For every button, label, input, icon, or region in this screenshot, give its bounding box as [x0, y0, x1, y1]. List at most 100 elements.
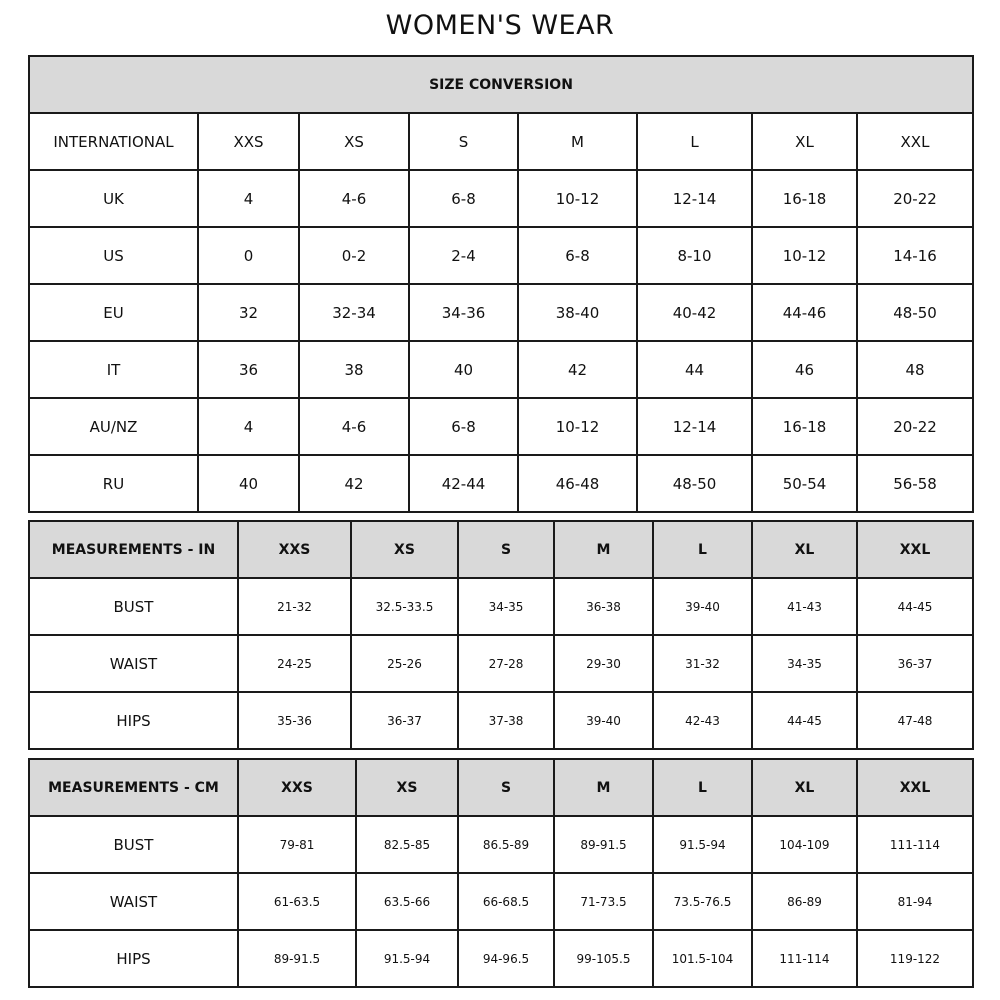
column-header: L	[652, 520, 753, 579]
table-cell: 37-38	[457, 691, 555, 750]
table-cell: 47-48	[856, 691, 974, 750]
row-label: US	[28, 226, 199, 285]
table-cell: 34-35	[751, 634, 858, 693]
table-cell: 44	[636, 340, 753, 399]
column-header: M	[553, 758, 654, 817]
table-row: RU 40 42 42-44 46-48 48-50 50-54 56-58	[28, 454, 974, 513]
table-cell: 16-18	[751, 397, 858, 456]
table-cell: 32-34	[298, 283, 410, 342]
table-cell: 48	[856, 340, 974, 399]
table-cell: 89-91.5	[237, 929, 357, 988]
table-cell: 25-26	[350, 634, 459, 693]
table-cell: 38-40	[517, 283, 638, 342]
table-cell: 32	[197, 283, 300, 342]
table-cell: 4	[197, 397, 300, 456]
table-cell: 27-28	[457, 634, 555, 693]
row-label: RU	[28, 454, 199, 513]
column-header: XXS	[237, 520, 352, 579]
row-label: EU	[28, 283, 199, 342]
table-cell: 36-38	[553, 577, 654, 636]
table-cell: 32.5-33.5	[350, 577, 459, 636]
row-label: IT	[28, 340, 199, 399]
table-cell: 20-22	[856, 169, 974, 228]
table-cell: 46-48	[517, 454, 638, 513]
column-header: S	[457, 758, 555, 817]
row-label: WAIST	[28, 872, 239, 931]
table-cell: 39-40	[652, 577, 753, 636]
row-header-label: MEASUREMENTS - IN	[28, 520, 239, 579]
table-row: IT 36 38 40 42 44 46 48	[28, 340, 974, 399]
table-cell: 2-4	[408, 226, 519, 285]
row-label: HIPS	[28, 929, 239, 988]
page-title: WOMEN'S WEAR	[385, 10, 615, 41]
table-cell: 82.5-85	[355, 815, 459, 874]
table-cell: 34-36	[408, 283, 519, 342]
table-cell: 34-35	[457, 577, 555, 636]
table-cell: 91.5-94	[355, 929, 459, 988]
table-cell: 40-42	[636, 283, 753, 342]
column-header: M	[553, 520, 654, 579]
table-cell: 86.5-89	[457, 815, 555, 874]
column-header: XXS	[197, 112, 300, 171]
table-row: US 0 0-2 2-4 6-8 8-10 10-12 14-16	[28, 226, 974, 285]
row-header-label: INTERNATIONAL	[28, 112, 199, 171]
header-row: MEASUREMENTS - CM XXS XS S M L XL XXL	[28, 758, 974, 817]
table-cell: 6-8	[408, 397, 519, 456]
column-header: XL	[751, 758, 858, 817]
table-cell: 86-89	[751, 872, 858, 931]
table-cell: 42-43	[652, 691, 753, 750]
table-cell: 42	[298, 454, 410, 513]
table-cell: 119-122	[856, 929, 974, 988]
column-header: XS	[298, 112, 410, 171]
row-label: BUST	[28, 577, 239, 636]
table-cell: 6-8	[408, 169, 519, 228]
table-cell: 39-40	[553, 691, 654, 750]
table-row: UK 4 4-6 6-8 10-12 12-14 16-18 20-22	[28, 169, 974, 228]
row-header-label: MEASUREMENTS - CM	[28, 758, 239, 817]
table-cell: 4-6	[298, 397, 410, 456]
table-cell: 66-68.5	[457, 872, 555, 931]
header-row: INTERNATIONAL XXS XS S M L XL XXL	[28, 112, 974, 171]
table-cell: 10-12	[517, 169, 638, 228]
table-cell: 10-12	[751, 226, 858, 285]
size-conversion-table: SIZE CONVERSION INTERNATIONAL XXS XS S M L XL XX…	[28, 55, 974, 513]
table-row: HIPS 89-91.5 91.5-94 94-96.5 99-105.5 101.5-1…	[28, 929, 974, 988]
table-cell: 91.5-94	[652, 815, 753, 874]
table-row: HIPS 35-36 36-37 37-38 39-40 42-43 44-45 47-48	[28, 691, 974, 750]
table-cell: 8-10	[636, 226, 753, 285]
table-cell: 41-43	[751, 577, 858, 636]
table-cell: 36-37	[350, 691, 459, 750]
table-cell: 111-114	[856, 815, 974, 874]
table-cell: 29-30	[553, 634, 654, 693]
table-cell: 46	[751, 340, 858, 399]
column-header: M	[517, 112, 638, 171]
column-header: S	[457, 520, 555, 579]
table-cell: 94-96.5	[457, 929, 555, 988]
table-cell: 73.5-76.5	[652, 872, 753, 931]
table-cell: 111-114	[751, 929, 858, 988]
row-label: HIPS	[28, 691, 239, 750]
table-cell: 89-91.5	[553, 815, 654, 874]
table-row: WAIST 61-63.5 63.5-66 66-68.5 71-73.5 73.5-76…	[28, 872, 974, 931]
table-cell: 104-109	[751, 815, 858, 874]
table-cell: 36-37	[856, 634, 974, 693]
table-cell: 56-58	[856, 454, 974, 513]
table-cell: 101.5-104	[652, 929, 753, 988]
column-header: L	[652, 758, 753, 817]
table-row: WAIST 24-25 25-26 27-28 29-30 31-32 34-35 36-37	[28, 634, 974, 693]
table-cell: 79-81	[237, 815, 357, 874]
row-label: BUST	[28, 815, 239, 874]
table-cell: 36	[197, 340, 300, 399]
table-cell: 31-32	[652, 634, 753, 693]
caption-row: SIZE CONVERSION	[28, 55, 974, 114]
measurements-cm-table: MEASUREMENTS - CM XXS XS S M L XL XXL BUST 79-81 8…	[28, 758, 974, 988]
table-cell: 48-50	[856, 283, 974, 342]
table-cell: 20-22	[856, 397, 974, 456]
table-cell: 16-18	[751, 169, 858, 228]
table-cell: 61-63.5	[237, 872, 357, 931]
table-cell: 4	[197, 169, 300, 228]
table-cell: 10-12	[517, 397, 638, 456]
header-row: MEASUREMENTS - IN XXS XS S M L XL XXL	[28, 520, 974, 579]
row-label: UK	[28, 169, 199, 228]
table-cell: 71-73.5	[553, 872, 654, 931]
